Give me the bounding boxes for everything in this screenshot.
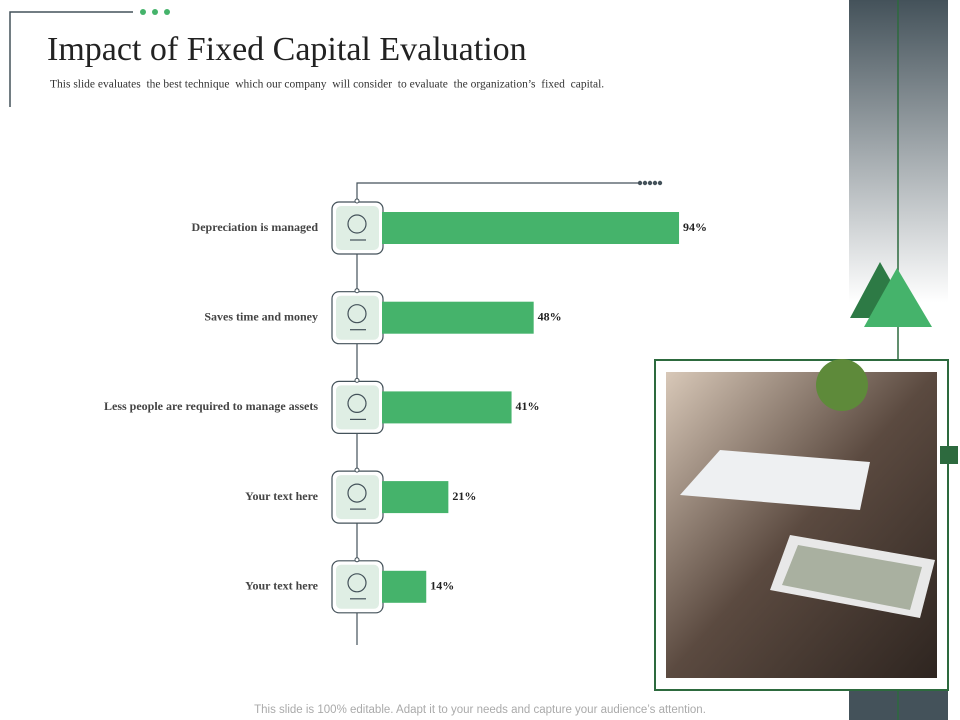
footer: This slide is 100% editable. Adapt it to…	[254, 704, 706, 716]
dot	[152, 9, 158, 15]
icon-inner	[336, 564, 379, 609]
connector-dot	[354, 288, 360, 294]
connector-dot	[354, 377, 360, 383]
square	[940, 446, 958, 464]
photo	[666, 372, 937, 678]
icon	[347, 304, 367, 324]
photo-plant	[816, 359, 868, 411]
icon	[347, 573, 367, 593]
title: Impact of Fixed Capital Evaluation	[47, 31, 527, 68]
bar	[382, 301, 534, 334]
icon-inner	[336, 385, 379, 430]
value-label: 14%	[430, 579, 454, 593]
category-label: Saves time and money	[204, 309, 318, 323]
icon	[347, 393, 367, 413]
value-label: 41%	[516, 399, 540, 413]
icon	[347, 483, 367, 503]
triangle	[864, 268, 932, 327]
bar	[382, 391, 512, 424]
bar	[382, 212, 680, 244]
connector-dot	[354, 557, 360, 563]
dot	[164, 9, 170, 15]
bar	[382, 570, 427, 603]
connector-dot	[354, 467, 360, 473]
subtitle: This slide evaluates the best technique …	[50, 79, 604, 91]
dot	[140, 9, 146, 15]
bracket	[9, 11, 133, 107]
category-label: Less people are required to manage asset…	[104, 399, 318, 413]
category-label: Depreciation is managed	[192, 220, 319, 234]
category-label: Your text here	[245, 579, 319, 593]
bar	[382, 481, 449, 514]
category-label: Your text here	[245, 489, 319, 503]
icon-inner	[336, 295, 379, 340]
icon	[347, 214, 367, 234]
value-label: 21%	[452, 489, 476, 503]
value-label: 94%	[683, 220, 707, 234]
icon-inner	[336, 475, 379, 520]
photo-screen	[782, 545, 922, 610]
connector-dot	[354, 198, 360, 204]
photo-paper	[680, 450, 870, 510]
value-label: 48%	[538, 309, 562, 323]
icon-inner	[336, 206, 379, 250]
timeline-dots	[637, 180, 663, 186]
